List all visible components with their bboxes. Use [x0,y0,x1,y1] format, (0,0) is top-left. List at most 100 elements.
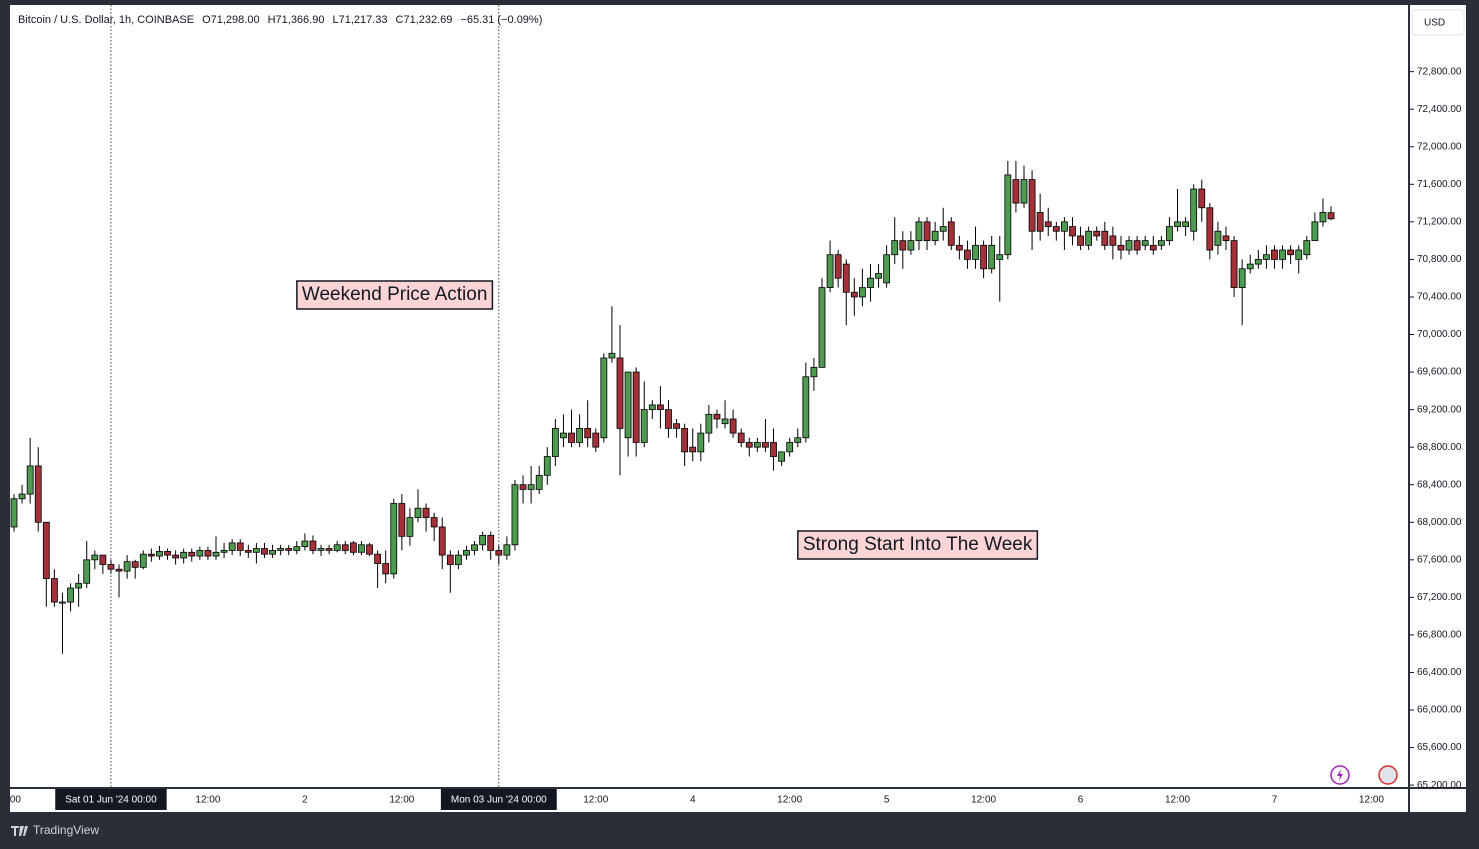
ohlc-value: H71,366.90 [268,14,325,26]
candle-body [584,427,592,439]
candle-body [891,240,899,256]
candle-body [608,352,616,359]
candle-body [139,553,147,568]
candle-body [406,517,414,537]
candle-body [1279,249,1286,260]
candle-body [1238,268,1246,288]
candle-body [34,465,42,523]
candle-body [115,568,123,572]
candle-body [899,240,907,251]
candle-body [438,526,446,556]
candle-body [1271,249,1278,260]
candle-body [42,521,50,579]
candle-body [972,244,979,260]
y-tick-label: 70,000.00 [1417,329,1462,340]
x-tick-label: 12:00 [195,795,220,806]
watermark: TradingView [11,823,99,837]
candle-body [1061,221,1068,232]
candle-body [1149,244,1157,251]
candle-body [640,409,648,443]
candle-body [697,432,705,453]
x-tick-label: 12:00 [583,795,608,806]
y-tick-label: 69,600.00 [1417,367,1462,378]
candle-body [1028,179,1036,232]
candle-body [301,540,309,548]
candle-body [527,484,535,490]
candle-body [51,578,58,603]
candle-body [212,551,220,557]
candle-body [737,432,745,443]
candle-body [244,550,252,553]
candle-body [487,535,495,551]
x-tick-label: :00 [7,795,21,806]
candle-body [503,544,511,556]
candle-body [931,230,939,242]
candle-body [317,548,325,551]
candle-body [713,413,721,420]
candle-body [1246,263,1254,270]
candle-body [1117,244,1125,251]
candle-body [26,465,34,495]
candle-body [285,548,293,551]
x-tick-label: 7 [1272,795,1278,806]
candle-body [164,550,171,556]
candle-body [883,254,891,284]
y-tick-label: 67,600.00 [1417,554,1462,565]
candle-body [204,550,212,557]
candle-body [463,550,470,556]
candle-body [1303,240,1311,256]
candle-body [471,544,478,551]
candle-body [277,548,285,551]
candle-body [1141,240,1149,246]
currency-button[interactable] [1411,9,1465,36]
candle-body [1319,212,1327,223]
candle-body [673,423,680,429]
candle-body [123,561,131,572]
candle-body [1157,240,1165,246]
candle-body [99,554,107,565]
candle-body [818,287,826,368]
candle-body [964,249,971,260]
candle-body [543,456,551,476]
y-tick-label: 72,000.00 [1417,141,1462,152]
y-tick-label: 67,200.00 [1417,592,1462,603]
candle-body [770,442,777,457]
candle-body [220,550,228,553]
candle-body [745,442,753,448]
candle-body [786,442,794,453]
x-tick-label: 2 [302,795,308,806]
candle-body [293,546,301,551]
candle-body [59,601,66,604]
candle-body [560,432,567,439]
candle-body [358,544,365,553]
candle-body [657,404,664,411]
annotation-text: Strong Start Into The Week [803,534,1033,555]
candle-body [236,542,244,551]
candle-body [382,563,390,575]
candle-body [10,498,18,528]
candle-body [762,442,769,448]
x-tick-label: 12:00 [777,795,802,806]
y-tick-label: 70,800.00 [1417,254,1462,265]
candle-body [859,287,866,298]
candle-body [753,442,761,448]
x-tick-label: Mon 03 Jun '24 00:00 [451,795,547,806]
candle-body [1214,230,1222,246]
candle-body [390,503,398,575]
candle-body [988,244,996,270]
candle-body [721,418,729,425]
candle-body [479,535,487,546]
candle-body [430,517,438,528]
candle-body [729,418,737,434]
candle-body [1077,235,1084,246]
candle-body [261,548,268,555]
x-tick-highlight [440,789,557,810]
flag-icon[interactable] [1378,765,1398,785]
candle-body [681,427,689,453]
candle-body [1093,230,1101,237]
candle-body [794,437,802,443]
candle-body [196,550,204,557]
x-tick-label: Sat 01 Jun '24 00:00 [65,795,157,806]
candle-body [1020,179,1028,204]
candle-body [269,550,276,555]
